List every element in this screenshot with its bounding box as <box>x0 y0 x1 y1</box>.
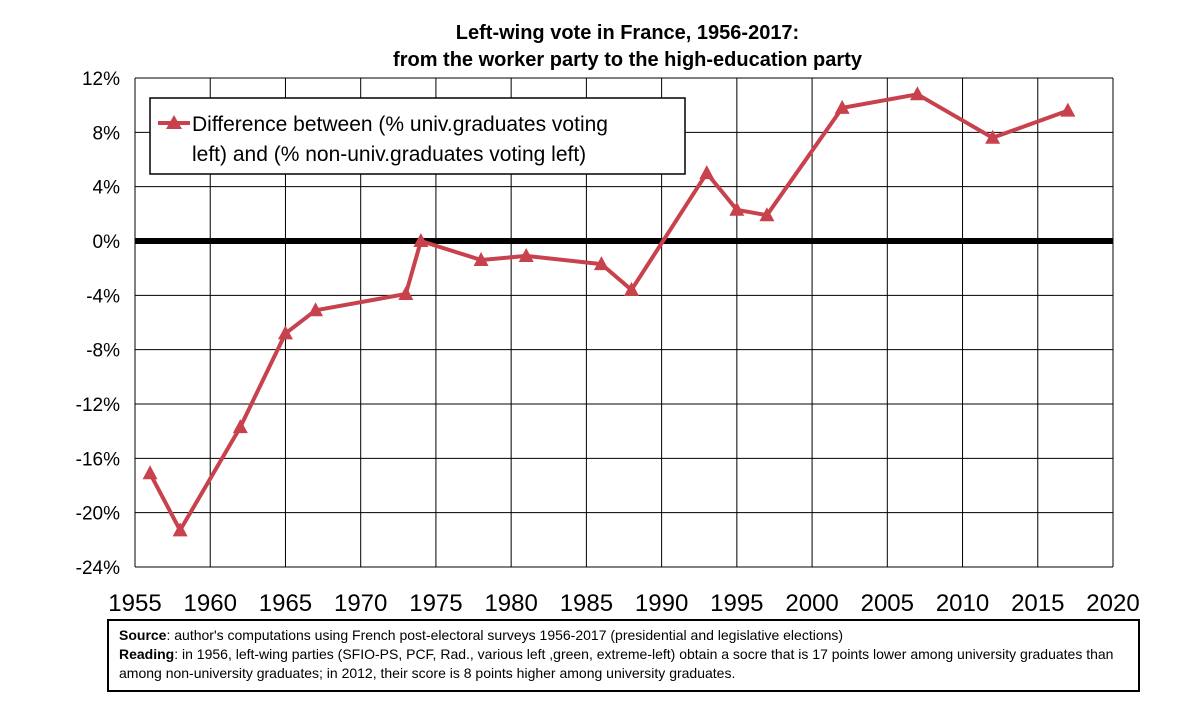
y-tick-label: -24% <box>76 558 120 579</box>
x-tick-label: 2000 <box>785 590 838 615</box>
y-tick-label: -20% <box>76 504 120 525</box>
source-note: Source: author's computations using Fren… <box>107 619 1140 692</box>
x-tick-label: 1980 <box>484 590 537 615</box>
data-point-marker <box>143 465 158 479</box>
y-tick-label: 8% <box>93 123 121 144</box>
y-tick-label: -8% <box>86 341 120 362</box>
line-chart: 1955 1960 1965 1970 1975 1980 1985 1990 1995 2000… <box>0 0 1192 615</box>
source-text: : author's computations using French pos… <box>166 627 843 643</box>
x-tick-label: 1975 <box>409 590 462 615</box>
x-tick-label: 2020 <box>1086 590 1139 615</box>
source-line: Source: author's computations using Fren… <box>119 626 1128 645</box>
x-tick-label: 1995 <box>710 590 763 615</box>
legend: Difference between (% univ.graduates vot… <box>150 98 685 174</box>
x-tick-label: 1990 <box>635 590 688 615</box>
x-tick-label: 1970 <box>334 590 387 615</box>
reading-label: Reading <box>119 646 174 662</box>
source-label: Source <box>119 627 166 643</box>
y-tick-label: -12% <box>76 395 120 416</box>
y-tick-label: -16% <box>76 449 120 470</box>
legend-label-line2: left) and (% non-univ.graduates voting l… <box>192 143 586 166</box>
y-tick-label: -4% <box>86 286 120 307</box>
y-tick-label: 4% <box>93 178 121 199</box>
data-point-marker <box>699 165 714 179</box>
data-point-marker <box>1060 103 1075 117</box>
x-tick-label: 1955 <box>108 590 161 615</box>
reading-text: : in 1956, left-wing parties (SFIO-PS, P… <box>119 646 1113 681</box>
y-tick-label: 0% <box>93 232 121 253</box>
reading-line: Reading: in 1956, left-wing parties (SFI… <box>119 645 1128 683</box>
x-tick-label: 1960 <box>184 590 237 615</box>
x-tick-label: 2010 <box>936 590 989 615</box>
x-tick-label: 2005 <box>861 590 914 615</box>
x-tick-label: 1965 <box>259 590 312 615</box>
data-point-marker <box>233 419 248 433</box>
y-tick-label: 12% <box>82 69 120 90</box>
x-tick-label: 1985 <box>560 590 613 615</box>
legend-label-line1: Difference between (% univ.graduates vot… <box>192 113 608 136</box>
x-tick-label: 2015 <box>1011 590 1064 615</box>
